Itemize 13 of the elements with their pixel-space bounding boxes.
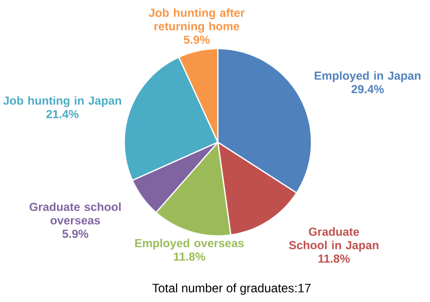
slice-label: Graduate school overseas [30, 202, 121, 225]
slice-label: Employed overseas [135, 238, 244, 250]
data-label: 5.9% [184, 36, 210, 44]
data-label: 11.8% [318, 254, 350, 263]
slice-label: Employed in Japan [314, 71, 420, 82]
slice-label: Job hunting after returning home [148, 8, 245, 33]
data-label: 11.8% [174, 252, 206, 261]
data-label: 29.4% [352, 85, 384, 94]
data-label: 5.9% [62, 230, 88, 238]
slice-label: Job hunting in Japan [3, 96, 122, 108]
data-label: 21.4% [46, 110, 79, 118]
slice-label: Graduate School in Japan [289, 227, 378, 252]
text: Total number of graduates:17 [152, 283, 311, 295]
